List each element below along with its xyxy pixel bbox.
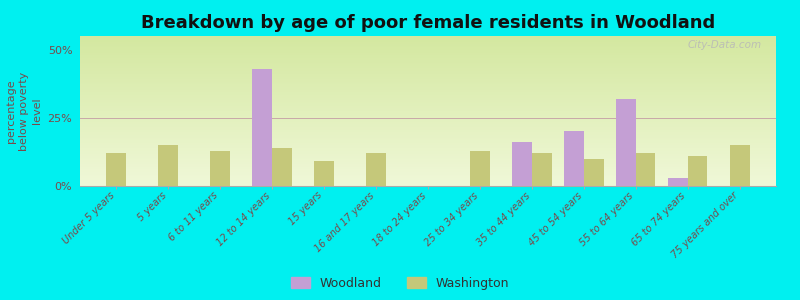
Bar	[210, 151, 230, 186]
Bar	[616, 99, 636, 186]
Bar	[668, 178, 688, 186]
Bar	[532, 153, 552, 186]
Bar	[688, 156, 707, 186]
Bar	[564, 131, 584, 186]
Bar	[314, 161, 334, 186]
Text: City-Data.com: City-Data.com	[688, 40, 762, 50]
Y-axis label: percentage
below poverty
level: percentage below poverty level	[6, 71, 42, 151]
Bar	[366, 153, 386, 186]
Bar	[272, 148, 292, 186]
Legend: Woodland, Washington: Woodland, Washington	[287, 273, 513, 294]
Bar	[158, 145, 178, 186]
Bar	[106, 153, 126, 186]
Bar	[636, 153, 655, 186]
Bar	[584, 159, 603, 186]
Bar	[730, 145, 750, 186]
Bar	[253, 69, 272, 186]
Title: Breakdown by age of poor female residents in Woodland: Breakdown by age of poor female resident…	[141, 14, 715, 32]
Bar	[470, 151, 490, 186]
Bar	[512, 142, 532, 186]
